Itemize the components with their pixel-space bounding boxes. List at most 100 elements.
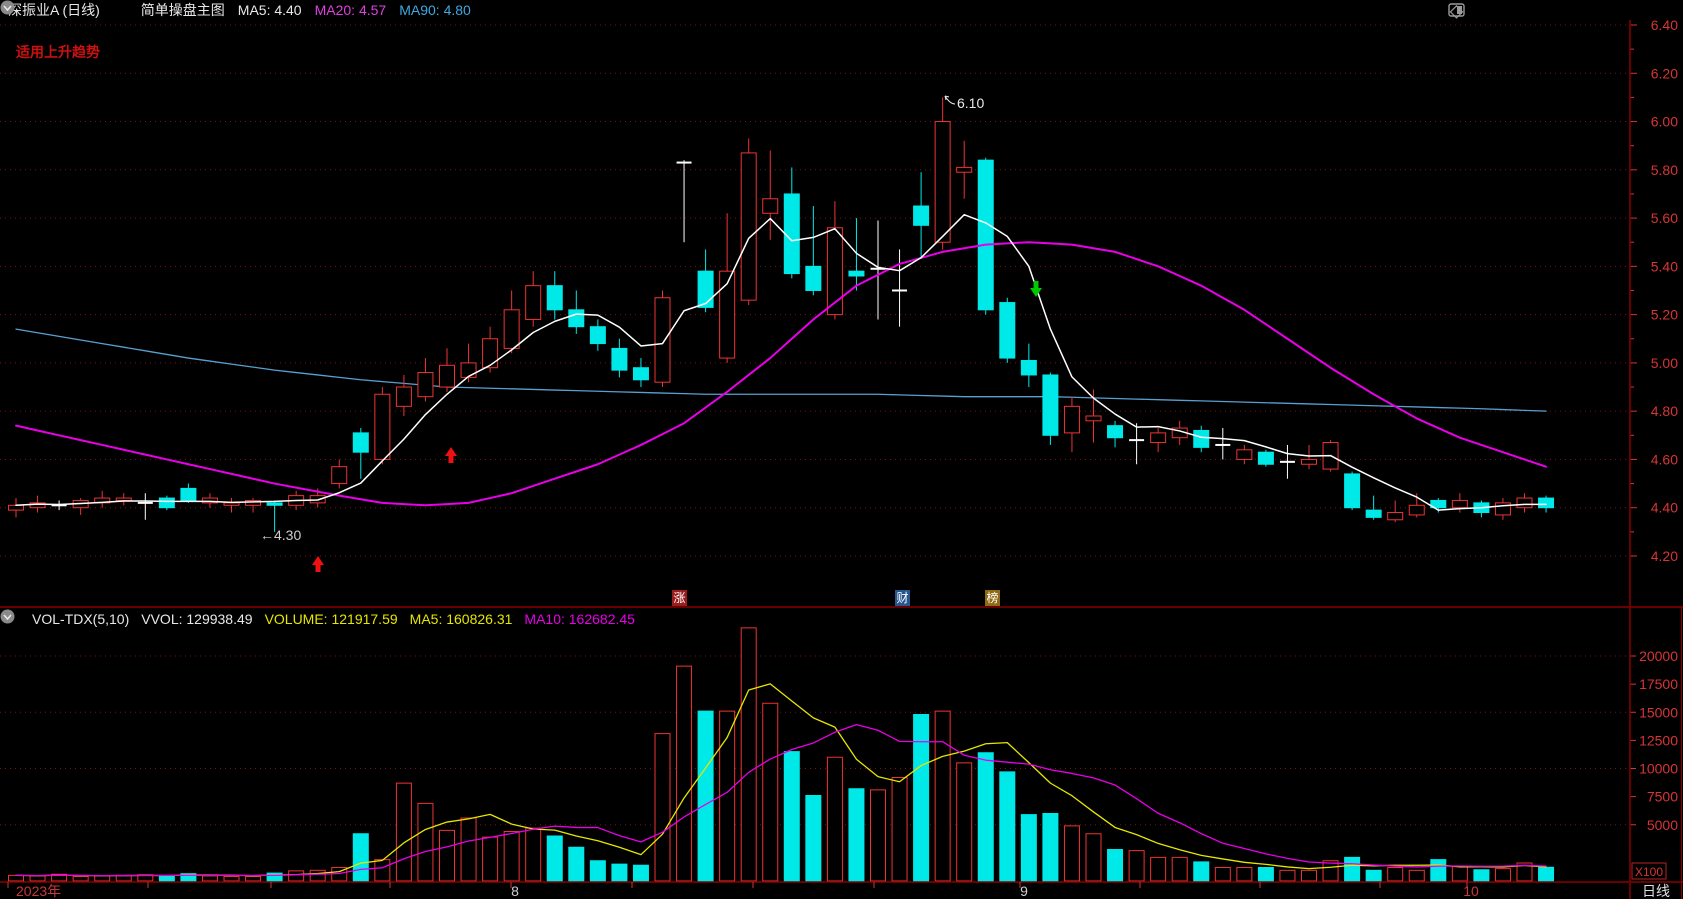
volume-bar <box>654 733 671 882</box>
candlestick <box>1365 509 1382 518</box>
candlestick <box>29 502 46 509</box>
candlestick <box>1257 451 1274 465</box>
watermark-char: 涨 <box>672 590 687 606</box>
collapse-main-indicator-icon[interactable] <box>0 0 128 18</box>
candlestick <box>525 285 542 320</box>
candlestick <box>460 362 477 378</box>
volume-multiplier: X100 <box>1635 865 1663 879</box>
price-axis-label: 6.20 <box>1651 65 1678 81</box>
candlestick <box>1085 415 1102 422</box>
volume-bar <box>632 864 649 882</box>
volume-bar <box>740 627 757 882</box>
volume-bar <box>1063 825 1080 882</box>
price-axis-label: 4.40 <box>1651 500 1678 516</box>
candlestick <box>1193 429 1210 448</box>
month-label: 8 <box>511 883 519 899</box>
volume-bar <box>245 876 262 882</box>
volume-axis-label: 12500 <box>1639 732 1678 748</box>
price-axis-label: 4.60 <box>1651 451 1678 467</box>
volume-bar <box>1085 833 1102 882</box>
candlestick <box>201 497 218 504</box>
volume-bar <box>1301 869 1317 882</box>
volume-bar <box>826 756 843 882</box>
candlestick <box>1301 458 1317 465</box>
candlestick <box>956 166 973 173</box>
sell-signal-arrow-icon <box>1030 281 1042 297</box>
volume-axis-label: 5000 <box>1647 817 1678 833</box>
candlestick <box>546 285 563 311</box>
volume-bar <box>1322 860 1339 882</box>
month-label: 10 <box>1463 883 1479 899</box>
volume-bar <box>1344 856 1361 882</box>
strategy-note: 适用上升趋势 <box>16 44 100 60</box>
volume-bar <box>934 710 951 882</box>
volume-bar <box>1516 862 1533 882</box>
volume-bar <box>1279 869 1296 882</box>
volume-bar <box>1020 814 1037 882</box>
volume-bar <box>1128 850 1145 882</box>
candlestick <box>395 386 412 407</box>
candlestick <box>654 297 671 383</box>
volume-header: VOL-TDX(5,10) VVOL: 129938.49 VOLUME: 12… <box>0 609 635 628</box>
volume-bar <box>977 752 994 882</box>
candlestick <box>1063 405 1080 434</box>
candlestick <box>482 338 499 369</box>
period-label: 日线 <box>1642 883 1670 899</box>
price-axis-label: 6.00 <box>1651 114 1678 130</box>
volume-bar <box>309 869 326 882</box>
collapse-volume-indicator-icon[interactable] <box>0 609 20 626</box>
volume-bar <box>762 702 779 882</box>
volume-bar <box>223 876 240 882</box>
volume-axis-label: 20000 <box>1639 648 1678 664</box>
candlestick <box>913 205 930 226</box>
price-gridlines <box>0 24 1628 826</box>
year-label: 2023年 <box>16 883 61 899</box>
candlestick <box>999 302 1016 359</box>
candlestick <box>697 270 714 308</box>
candlestick <box>740 152 757 301</box>
main-chart-header: 深振业A (日线) 简单操盘主图 MA5: 4.40 MA20: 4.57 MA… <box>0 0 471 20</box>
volume-axis-label: 10000 <box>1639 761 1678 777</box>
candlestick <box>1107 425 1124 439</box>
candlestick <box>223 502 240 506</box>
volume-bar <box>1408 869 1425 882</box>
volume-bar <box>891 777 908 882</box>
candlestick <box>1451 499 1468 509</box>
buy-signal-arrow-icon <box>312 556 324 572</box>
candlestick <box>1150 432 1167 444</box>
volume-axis-label: 17500 <box>1639 676 1678 692</box>
candlestick <box>762 198 779 214</box>
price-axis-label: 4.80 <box>1651 403 1678 419</box>
ma20-line <box>15 241 1548 507</box>
watermark-char: 榜 <box>985 590 1000 606</box>
candlestick <box>848 270 865 277</box>
volume-bar <box>589 860 606 882</box>
volume-bar <box>29 875 46 882</box>
candlestick <box>1430 499 1447 509</box>
candlestick <box>1042 374 1059 436</box>
volume-value: VOLUME: 121917.59 <box>264 610 398 627</box>
candlestick <box>611 347 628 371</box>
indicator-name: 简单操盘主图 <box>140 2 225 18</box>
volume-bar <box>94 875 111 882</box>
candlestick <box>439 364 455 388</box>
candlestick <box>589 326 606 345</box>
vvol-value: VVOL: 129938.49 <box>141 610 253 627</box>
volume-axis-label: 15000 <box>1639 704 1678 720</box>
candlestick <box>1020 359 1037 376</box>
volume-bar <box>1494 868 1511 882</box>
volume-bar <box>1042 813 1059 882</box>
vol-ma10-value: MA10: 162682.45 <box>524 610 635 627</box>
price-axis-label: 5.60 <box>1651 210 1678 226</box>
volume-bar <box>352 833 369 882</box>
annotations: ←4.30 6.10 <box>260 95 1042 572</box>
volume-bar <box>374 859 391 882</box>
volume-bar <box>913 714 930 882</box>
candlestick <box>783 193 800 275</box>
candlestick <box>158 497 175 509</box>
candlestick <box>1516 497 1533 509</box>
volume-bar <box>1193 861 1210 882</box>
volume-bar <box>870 789 886 882</box>
price-axis-label: 4.20 <box>1651 548 1678 564</box>
